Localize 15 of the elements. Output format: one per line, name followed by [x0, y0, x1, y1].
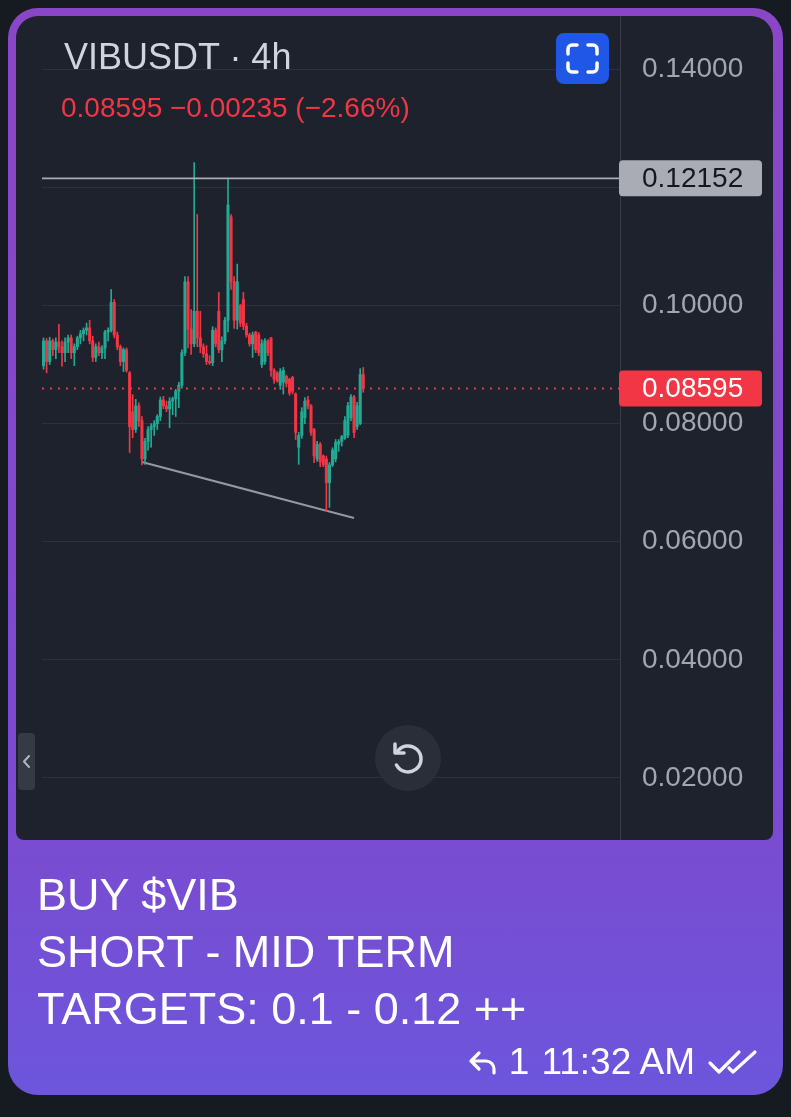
text: 0.08595 −0.00235 (−2.66%) — [61, 91, 410, 125]
text: TARGETS: 0.1 - 0.12 ++ — [37, 982, 527, 1036]
y-tick-label: 0.06000 — [642, 524, 744, 556]
y-tick-label: 0.08000 — [642, 406, 744, 438]
text: 11:32 AM — [541, 1041, 695, 1083]
y-tick-label: 0.14000 — [642, 51, 744, 83]
y-tick-label: 0.04000 — [642, 642, 744, 674]
text: SHORT - MID TERM — [37, 925, 456, 979]
ref-line-label: 0.12152 — [642, 162, 744, 194]
y-tick-label: 0.10000 — [642, 288, 744, 320]
y-tick-label: 0.02000 — [642, 760, 744, 792]
text: 1 — [508, 1041, 530, 1083]
ref-line-label: 0.08595 — [642, 372, 744, 404]
text: VIBUSDT · 4h — [64, 36, 292, 78]
text: BUY $VIB — [37, 868, 240, 922]
